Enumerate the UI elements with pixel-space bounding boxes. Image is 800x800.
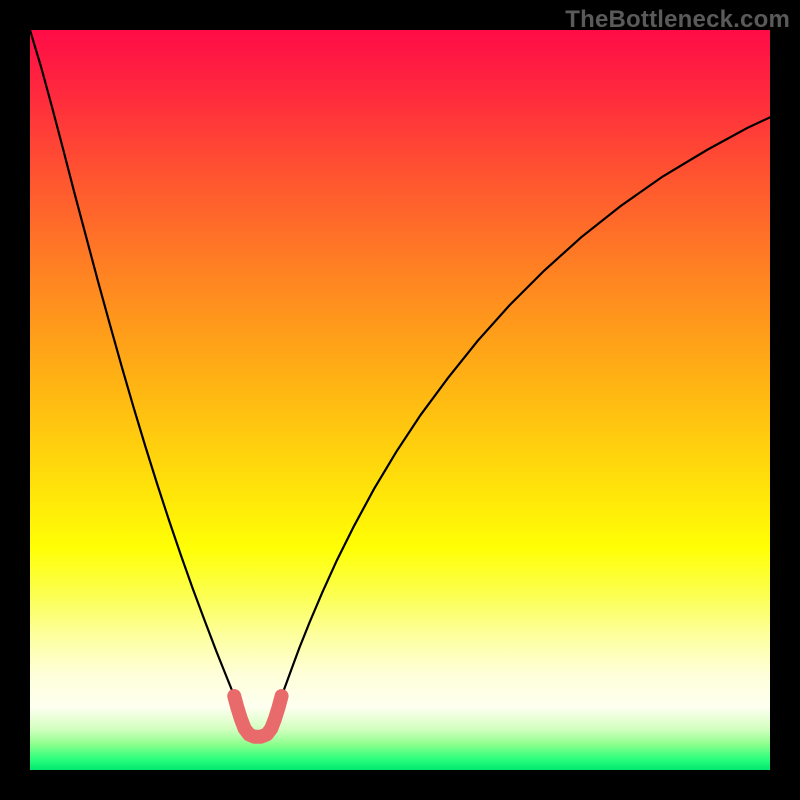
plot-area: [30, 30, 770, 770]
chart-svg: [30, 30, 770, 770]
gradient-background: [30, 30, 770, 770]
chart-frame: TheBottleneck.com: [0, 0, 800, 800]
